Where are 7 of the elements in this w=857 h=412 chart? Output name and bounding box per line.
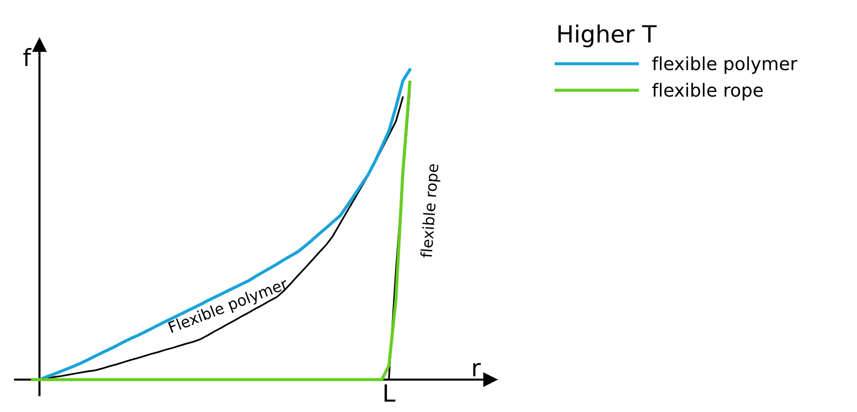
y-axis-title: f xyxy=(23,48,32,66)
text: flexible rope xyxy=(420,164,442,258)
x-axis-title: r xyxy=(473,362,481,376)
text: L xyxy=(384,384,396,402)
legend-label: flexible rope xyxy=(652,82,763,100)
legend-title: Higher T xyxy=(558,24,657,48)
legend-label: flexible polymer xyxy=(652,56,798,74)
